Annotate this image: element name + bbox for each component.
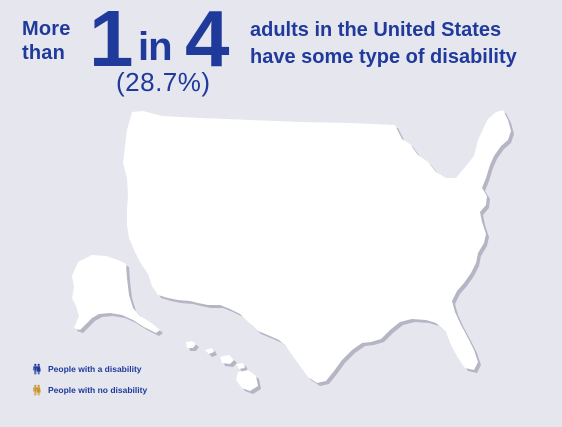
headline-percent: (28.7%) [116,67,211,97]
person-no-disability-icon [206,352,219,383]
person-disability-icon [256,352,269,383]
person-no-disability-icon [191,314,204,345]
person-no-disability-icon [374,352,387,383]
person-no-disability-icon [441,121,454,152]
person-disability-icon [492,198,504,229]
headline-numerator: 1 [89,0,133,83]
legend: People with a disability People with no … [30,360,147,402]
legend-label-no-disability: People with no disability [48,385,148,395]
person-no-disability-icon [107,160,120,191]
person-no-disability-icon [72,121,84,152]
person-no-disability-icon [510,314,511,345]
person-disability-icon [477,314,490,345]
person-no-disability-icon [391,352,404,383]
headline-lead-line2: than [22,42,66,64]
person-no-disability-icon [88,198,101,229]
headline-lead-line1: More [22,18,71,40]
person-no-disability-icon [107,314,120,345]
person-no-disability-icon [508,275,511,306]
person-no-disability-icon [208,314,221,345]
person-no-disability-icon [494,314,506,345]
person-no-disability-icon [189,352,202,383]
person-disability-icon [424,352,437,383]
person-no-disability-icon [174,314,187,345]
person-no-disability-icon [105,121,118,152]
headline-tail-line1: adults in the United States [250,19,502,41]
person-no-disability-icon [424,121,437,152]
person-no-disability-icon [508,198,511,229]
person-disability-icon [156,352,168,383]
legend-label-disability: People with a disability [48,364,142,374]
person-no-disability-icon [458,121,471,152]
person-no-disability-icon [494,160,506,191]
person-no-disability-icon [508,352,511,383]
headline-denominator: 4 [185,0,229,83]
person-no-disability-icon [105,198,118,229]
headline-lead: More than [22,17,71,65]
map-silhouette [72,110,511,391]
legend-item-no-disability: People with no disability [30,381,147,399]
person-no-disability-icon [494,237,506,268]
person-disability-icon [475,275,488,306]
person-no-disability-icon [510,160,511,191]
legend-item-disability: People with a disability [30,360,147,378]
person-no-disability-icon [33,384,41,396]
person-disability-icon [273,352,286,383]
person-no-disability-icon [74,160,86,191]
headline-tail: adults in the United States have some ty… [250,17,517,71]
person-disability-icon [88,121,101,152]
person-no-disability-icon [408,352,420,383]
person-disability-icon [492,275,504,306]
person-no-disability-icon [492,352,504,383]
person-no-disability-icon [90,160,103,191]
person-disability-icon [33,363,41,375]
person-no-disability-icon [225,314,238,345]
person-no-disability-icon [72,198,84,229]
headline-connector: in [138,25,173,69]
headline-tail-line2: have some type of disability [250,46,517,68]
person-disability-icon [139,275,152,306]
person-disability-icon [158,314,170,345]
person-no-disability-icon [510,237,511,268]
person-disability-icon [172,352,185,383]
person-disability-icon [357,352,370,383]
person-disability-icon [441,352,454,383]
